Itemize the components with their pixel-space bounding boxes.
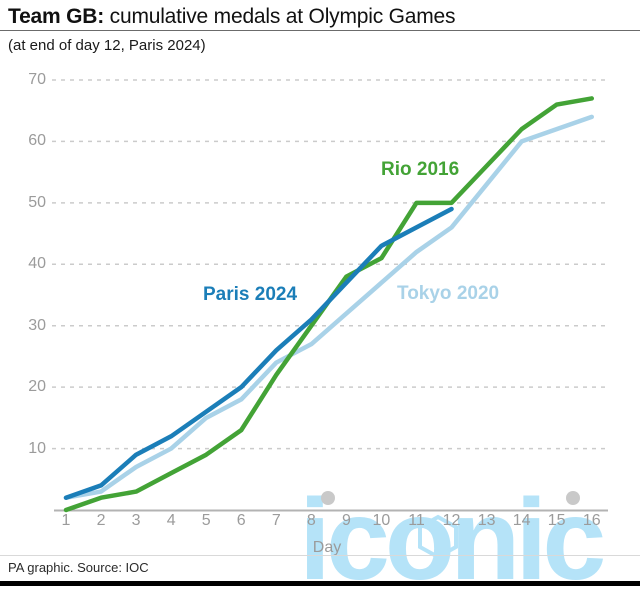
y-tick-label-10: 10 <box>28 439 46 457</box>
medals-line-chart <box>52 79 608 513</box>
watermark-hexagon <box>418 514 458 560</box>
x-tick-label-day-14: 14 <box>512 512 531 529</box>
title-rest: cumulative medals at Olympic Games <box>104 5 456 28</box>
x-tick-label-day-10: 10 <box>372 512 391 529</box>
line-tokyo-2020 <box>63 114 594 500</box>
x-tick-label-day-1: 1 <box>61 512 71 529</box>
y-tick-label-50: 50 <box>28 193 46 211</box>
source-credit: PA graphic. Source: IOC <box>8 560 149 575</box>
x-tick-label-day-4: 4 <box>166 512 176 529</box>
y-tick-label-70: 70 <box>28 70 46 88</box>
x-tick-label-day-8: 8 <box>306 512 316 529</box>
page-title: Team GB: cumulative medals at Olympic Ga… <box>8 5 456 29</box>
subtitle: (at end of day 12, Paris 2024) <box>8 37 206 54</box>
bottom-black-bar <box>0 581 640 586</box>
x-tick-label-day-13: 13 <box>477 512 496 529</box>
y-tick-label-60: 60 <box>28 132 46 150</box>
series-label-paris-2024: Paris 2024 <box>203 284 298 305</box>
series-label-rio-2016: Rio 2016 <box>381 159 460 180</box>
x-tick-label-day-3: 3 <box>131 512 141 529</box>
y-tick-label-40: 40 <box>28 255 46 273</box>
x-tick-label-day-6: 6 <box>236 512 246 529</box>
x-tick-label-day-16: 16 <box>582 512 601 529</box>
series-label-tokyo-2020: Tokyo 2020 <box>397 283 500 304</box>
x-axis-title: Day <box>312 539 342 556</box>
x-tick-label-day-7: 7 <box>271 512 281 529</box>
line-paris-2024 <box>63 206 454 500</box>
watermark-i-dot <box>321 491 335 505</box>
title-divider <box>0 30 640 31</box>
y-tick-label-20: 20 <box>28 378 46 396</box>
title-bold: Team GB: <box>8 5 105 28</box>
x-tick-label-day-12: 12 <box>442 512 461 529</box>
x-tick-label-day-2: 2 <box>96 512 106 529</box>
x-tick-label-day-9: 9 <box>341 512 351 529</box>
x-tick-label-day-11: 11 <box>408 512 425 529</box>
iconic-watermark: iconic <box>299 476 606 604</box>
watermark-i-dot <box>566 491 580 505</box>
x-tick-label-day-5: 5 <box>201 512 211 529</box>
footer-divider <box>0 555 640 556</box>
chart-page: { "header": { "title_bold": "Team GB:", … <box>0 5 640 598</box>
x-tick-label-day-15: 15 <box>547 512 566 529</box>
y-tick-label-30: 30 <box>28 316 46 334</box>
